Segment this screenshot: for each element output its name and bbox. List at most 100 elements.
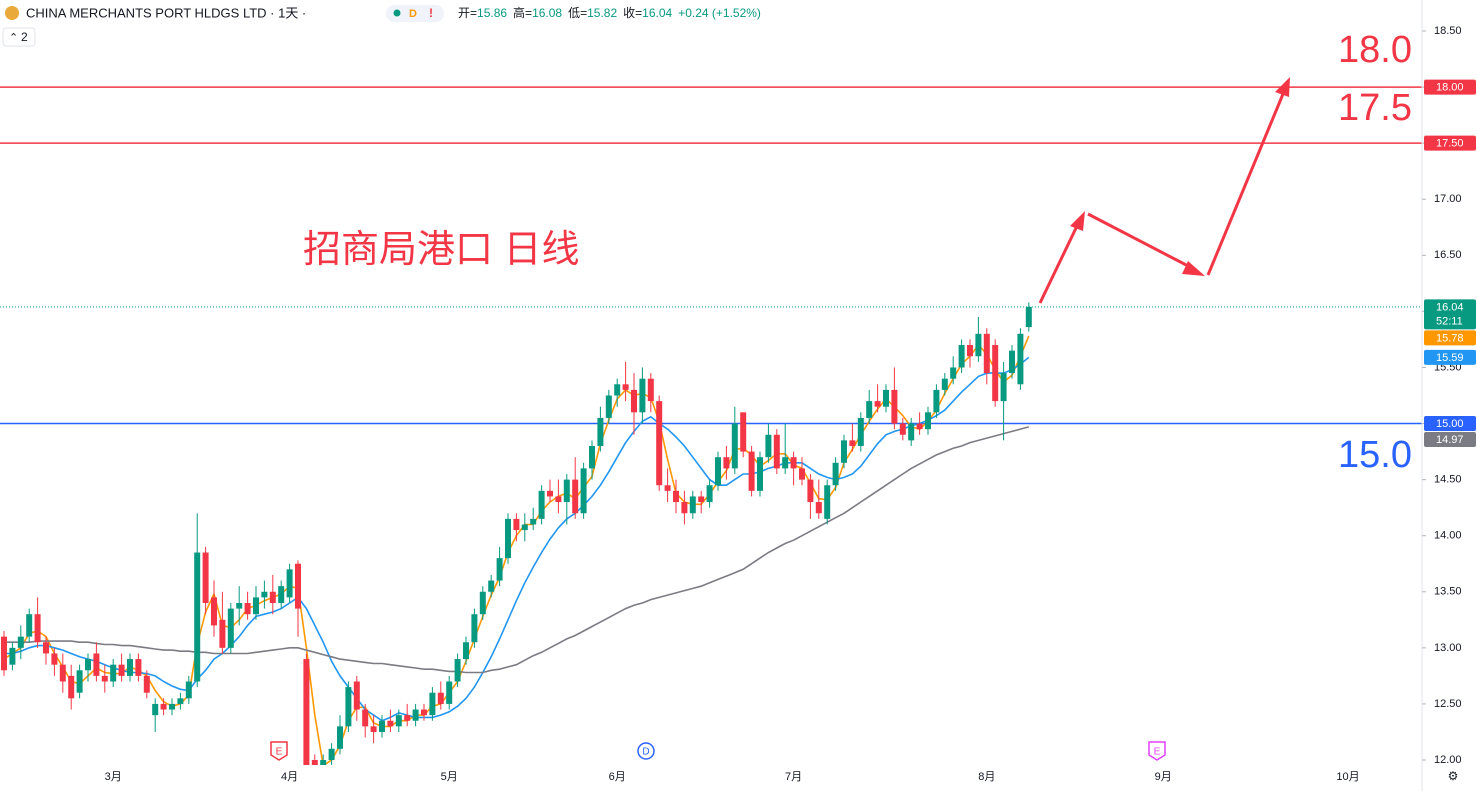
event-marker[interactable] [637, 742, 655, 760]
candle-body [227, 608, 234, 648]
x-tick-label: 8月 [978, 771, 995, 783]
candle-body [580, 468, 587, 514]
candle-body [471, 614, 478, 643]
candle-body [362, 709, 369, 727]
badge: D [409, 8, 417, 20]
countdown: 52:11 [1436, 315, 1463, 327]
event-marker[interactable] [1148, 741, 1166, 761]
candle-body [723, 457, 730, 469]
logo [5, 6, 19, 20]
candle-body [43, 642, 49, 654]
candle-body [916, 423, 923, 430]
candle-body [950, 367, 957, 379]
candle-body [958, 345, 965, 368]
candle-body [631, 389, 637, 413]
price-tag [1424, 299, 1476, 330]
candle-body [496, 558, 503, 581]
candle-body [782, 457, 789, 469]
candle-body [211, 597, 217, 626]
candle-body [983, 333, 990, 374]
candle-body [807, 479, 814, 503]
interval-caret: ⌃ [9, 32, 18, 44]
candle-body [849, 440, 856, 446]
event-marker[interactable] [270, 741, 288, 761]
candle-body [395, 715, 402, 727]
candle-body [740, 412, 747, 452]
event-label: E [276, 747, 283, 758]
candle-body [76, 670, 83, 693]
y-tick-label: 18.50 [1434, 25, 1462, 37]
candle-body [177, 698, 184, 704]
price-tag [1424, 432, 1476, 448]
candle-body [706, 485, 713, 503]
candle-body [815, 502, 822, 514]
candle-body [320, 760, 327, 765]
candle-body [202, 552, 209, 603]
y-tick-label: 14.00 [1434, 530, 1462, 542]
candle-body [874, 401, 881, 407]
candle-body [421, 709, 427, 716]
candle-body [9, 647, 16, 665]
plot-area [0, 86, 1422, 765]
status-dot [393, 9, 401, 17]
candle-body [731, 423, 738, 469]
annotation: 18.0 [1338, 29, 1412, 71]
candle-body [404, 715, 411, 721]
candle-body [614, 384, 621, 396]
candle-body [992, 345, 999, 402]
candle-body [169, 703, 175, 710]
candle-body [127, 659, 133, 676]
price-tag-label: 15.78 [1436, 332, 1464, 344]
price-tag [1424, 330, 1476, 346]
candle-body [194, 552, 201, 682]
candle-body [1025, 306, 1032, 328]
candle-body [454, 659, 461, 682]
candle-body [135, 659, 142, 676]
y-tick-label: 16.50 [1434, 249, 1462, 261]
candle-body [933, 389, 940, 413]
chart-title: 招商局港口 日线 [303, 229, 580, 271]
candle-body [689, 496, 696, 514]
moving-average [3, 335, 1030, 765]
candle-body [253, 597, 259, 615]
candle-body [370, 726, 377, 732]
price-tag [1424, 135, 1476, 151]
candle-body [605, 395, 612, 418]
candle-body [244, 602, 251, 615]
candle-body [748, 451, 755, 491]
candle-body [547, 490, 553, 497]
candle-body [941, 378, 948, 390]
candle-body [278, 586, 285, 603]
candle-body [143, 675, 150, 693]
candle-body [1000, 373, 1007, 402]
candle-body [152, 703, 159, 716]
candle-body [26, 614, 33, 637]
candle-body [328, 748, 335, 760]
price-tag-label: 14.97 [1436, 434, 1464, 446]
candle-body [1017, 333, 1024, 385]
candle-body [925, 412, 931, 430]
candle-body [857, 417, 864, 446]
price-tag-label: 15.00 [1436, 418, 1464, 430]
field-value: 16.04 [642, 6, 672, 20]
settings-icon[interactable]: ⚙ [1448, 769, 1459, 783]
y-tick-label: 14.50 [1434, 474, 1462, 486]
candle-body [1009, 350, 1015, 374]
candle-body [17, 636, 24, 648]
candle-body [538, 490, 545, 519]
interval-box[interactable] [2, 27, 36, 47]
candle-body [337, 726, 343, 749]
candle-body [765, 434, 772, 458]
candle-body [505, 518, 511, 559]
interval: 2 [21, 30, 28, 44]
candle-body [757, 457, 763, 491]
candle-body [841, 440, 847, 463]
candle-body [555, 496, 562, 503]
candle-body [899, 423, 906, 435]
candle-body [269, 591, 276, 603]
change: +0.24 (+1.52%) [678, 6, 761, 20]
event-label: E [1154, 747, 1161, 758]
candle-body [345, 687, 352, 727]
price-tag-label: 15.59 [1436, 352, 1464, 364]
candle-body [656, 401, 663, 486]
